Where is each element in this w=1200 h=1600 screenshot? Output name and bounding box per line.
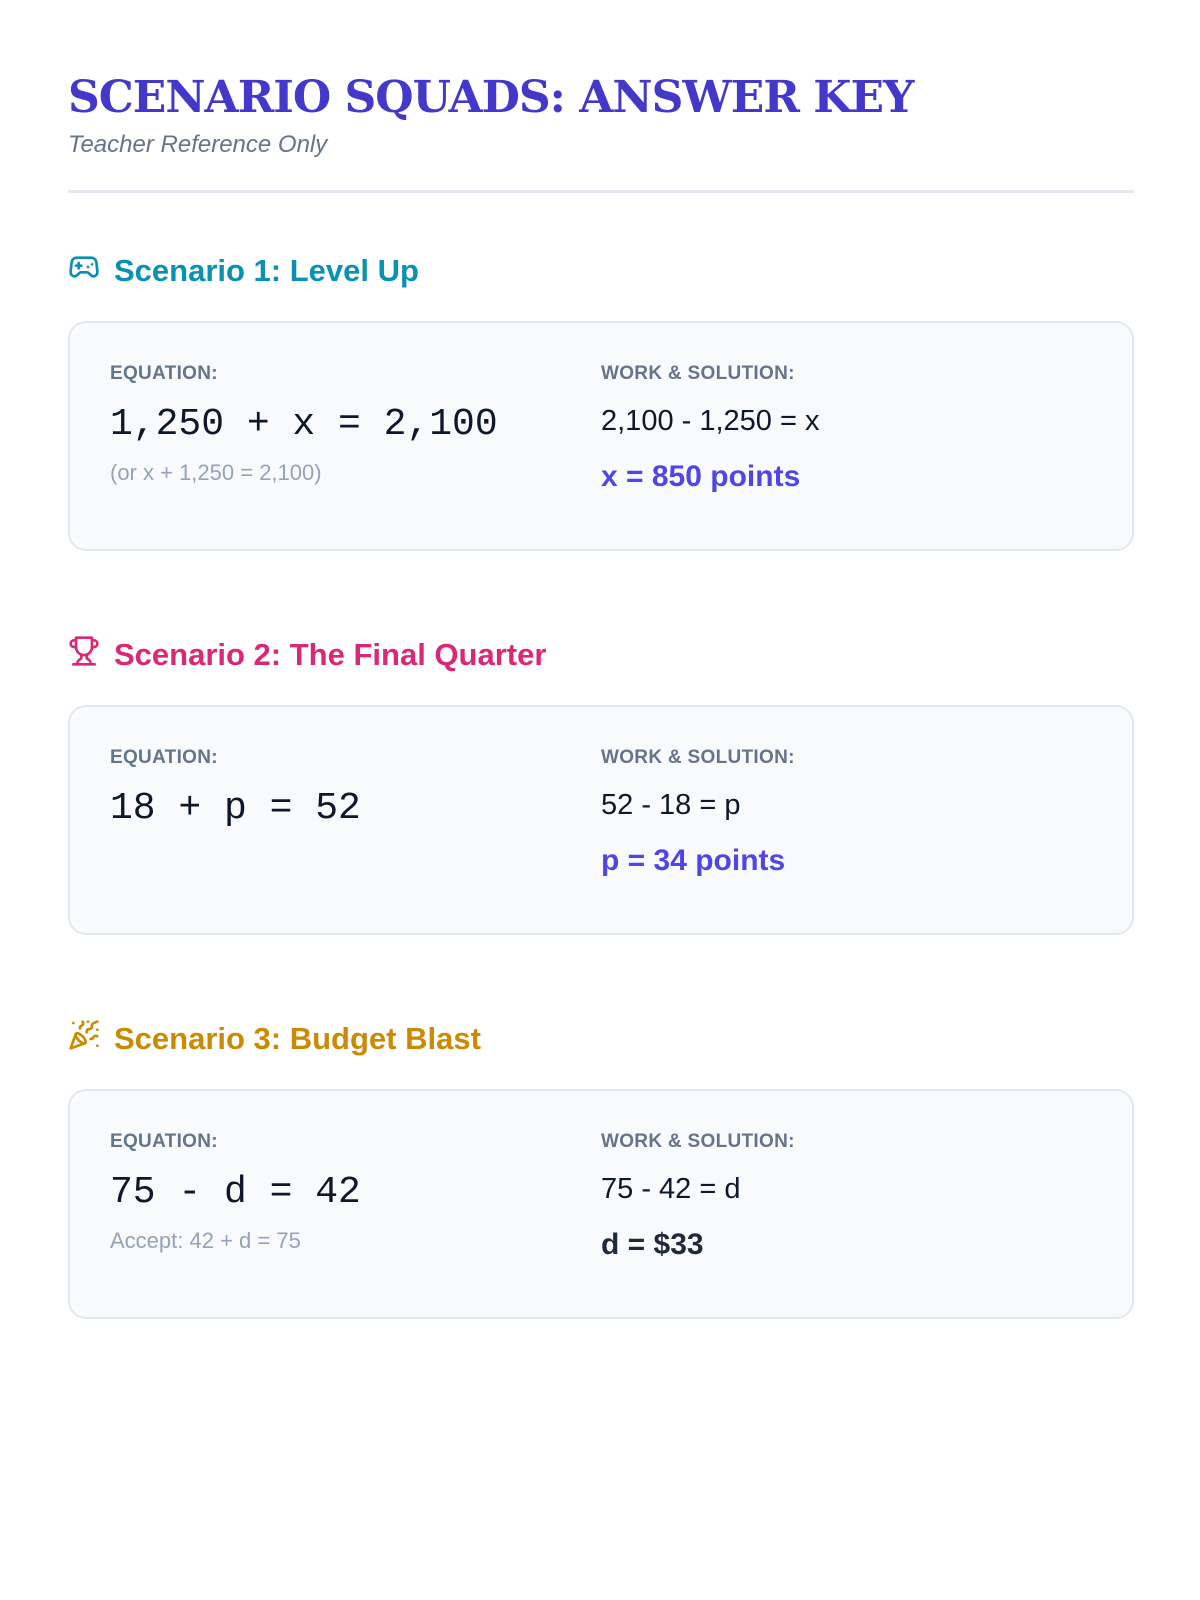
answer: d = $33 [601,1228,704,1261]
answer-key-page: SCENARIO SQUADS: ANSWER KEY Teacher Refe… [68,66,1134,1319]
page-title: SCENARIO SQUADS: ANSWER KEY [68,72,914,123]
equation-label: EQUATION: [110,1131,218,1152]
scenario-heading: Scenario 2: The Final Quarter [68,635,1134,675]
solution-column: WORK & SOLUTION: 52 - 18 = p p = 34 poin… [601,747,1092,933]
scenario-title: Scenario 2: The Final Quarter [114,637,547,672]
gamepad-icon [68,251,100,291]
scenario-card: EQUATION: 18 + p = 52 WORK & SOLUTION: 5… [68,705,1134,935]
work-step: 52 - 18 = p [601,789,741,821]
divider [68,190,1134,193]
scenario-section: Scenario 2: The Final Quarter EQUATION: … [68,635,1134,935]
solution-column: WORK & SOLUTION: 2,100 - 1,250 = x x = 8… [601,363,1092,549]
trophy-icon [68,635,100,675]
work-label: WORK & SOLUTION: [601,747,795,768]
equation-label: EQUATION: [110,747,218,768]
equation-column: EQUATION: 18 + p = 52 [110,747,601,933]
work-label: WORK & SOLUTION: [601,1131,795,1152]
work-label: WORK & SOLUTION: [601,363,795,384]
scenario-section: Scenario 1: Level Up EQUATION: 1,250 + x… [68,251,1134,551]
answer: p = 34 points [601,844,786,877]
scenario-card: EQUATION: 1,250 + x = 2,100 (or x + 1,25… [68,321,1134,551]
equation-note: Accept: 42 + d = 75 [110,1228,301,1253]
work-step: 2,100 - 1,250 = x [601,405,820,437]
scenario-heading: Scenario 3: Budget Blast [68,1019,1134,1059]
page-subtitle: Teacher Reference Only [68,131,328,158]
equation-label: EQUATION: [110,363,218,384]
scenario-title: Scenario 1: Level Up [114,253,419,288]
equation: 1,250 + x = 2,100 [110,403,498,446]
equation: 75 - d = 42 [110,1171,361,1214]
equation: 18 + p = 52 [110,787,361,830]
scenario-title: Scenario 3: Budget Blast [114,1021,481,1056]
party-popper-icon [68,1019,100,1059]
scenario-section: Scenario 3: Budget Blast EQUATION: 75 - … [68,1019,1134,1319]
equation-column: EQUATION: 1,250 + x = 2,100 (or x + 1,25… [110,363,601,549]
solution-column: WORK & SOLUTION: 75 - 42 = d d = $33 [601,1131,1092,1317]
equation-column: EQUATION: 75 - d = 42 Accept: 42 + d = 7… [110,1131,601,1317]
equation-note: (or x + 1,250 = 2,100) [110,460,322,485]
scenario-card: EQUATION: 75 - d = 42 Accept: 42 + d = 7… [68,1089,1134,1319]
answer: x = 850 points [601,460,801,493]
scenario-heading: Scenario 1: Level Up [68,251,1134,291]
work-step: 75 - 42 = d [601,1173,741,1205]
